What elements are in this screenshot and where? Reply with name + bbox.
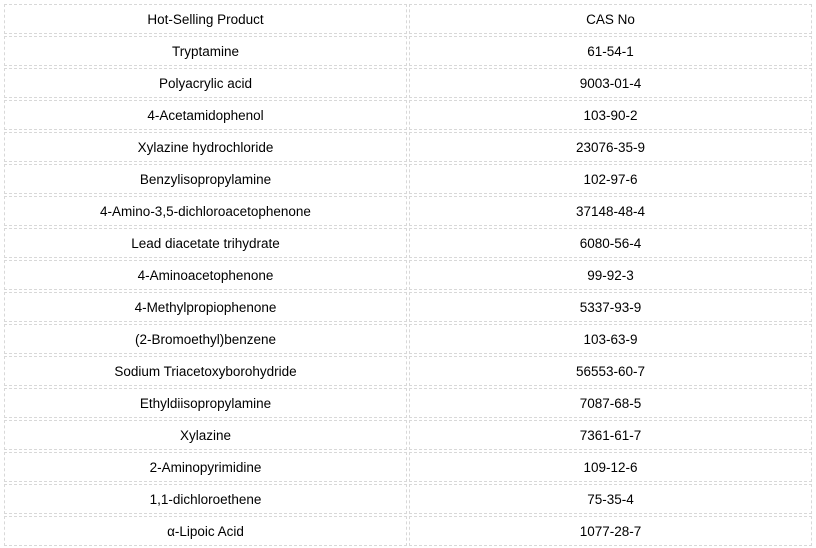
cell-cas: 5337-93-9 <box>409 292 812 322</box>
cell-product: 4-Methylpropiophenone <box>4 292 407 322</box>
cell-cas: 37148-48-4 <box>409 196 812 226</box>
cell-cas: 61-54-1 <box>409 36 812 66</box>
table-row: Tryptamine 61-54-1 <box>4 36 812 66</box>
cell-cas: 103-63-9 <box>409 324 812 354</box>
cell-product: α-Lipoic Acid <box>4 516 407 546</box>
products-table: Hot-Selling Product CAS No Tryptamine 61… <box>2 2 814 548</box>
cell-product: Ethyldiisopropylamine <box>4 388 407 418</box>
column-header-cas: CAS No <box>409 4 812 34</box>
table-row: Lead diacetate trihydrate 6080-56-4 <box>4 228 812 258</box>
cell-cas: 56553-60-7 <box>409 356 812 386</box>
cell-product: Lead diacetate trihydrate <box>4 228 407 258</box>
table-row: Xylazine 7361-61-7 <box>4 420 812 450</box>
table-row: 4-Amino-3,5-dichloroacetophenone 37148-4… <box>4 196 812 226</box>
cell-product: 4-Acetamidophenol <box>4 100 407 130</box>
table-row: 2-Aminopyrimidine 109-12-6 <box>4 452 812 482</box>
table-row: Polyacrylic acid 9003-01-4 <box>4 68 812 98</box>
cell-cas: 103-90-2 <box>409 100 812 130</box>
cell-product: 4-Amino-3,5-dichloroacetophenone <box>4 196 407 226</box>
table-row: α-Lipoic Acid 1077-28-7 <box>4 516 812 546</box>
table-row: (2-Bromoethyl)benzene 103-63-9 <box>4 324 812 354</box>
table-body: Hot-Selling Product CAS No Tryptamine 61… <box>4 4 812 546</box>
cell-cas: 7087-68-5 <box>409 388 812 418</box>
table-row: 4-Methylpropiophenone 5337-93-9 <box>4 292 812 322</box>
table-row: Benzylisopropylamine 102-97-6 <box>4 164 812 194</box>
cell-product: Polyacrylic acid <box>4 68 407 98</box>
cell-product: Xylazine <box>4 420 407 450</box>
cell-product: Tryptamine <box>4 36 407 66</box>
table-row: 4-Acetamidophenol 103-90-2 <box>4 100 812 130</box>
cell-product: 4-Aminoacetophenone <box>4 260 407 290</box>
cell-cas: 1077-28-7 <box>409 516 812 546</box>
cell-cas: 9003-01-4 <box>409 68 812 98</box>
cell-product: 1,1-dichloroethene <box>4 484 407 514</box>
cell-cas: 75-35-4 <box>409 484 812 514</box>
cell-cas: 23076-35-9 <box>409 132 812 162</box>
cell-product: Sodium Triacetoxyborohydride <box>4 356 407 386</box>
table-row: 1,1-dichloroethene 75-35-4 <box>4 484 812 514</box>
table-row: 4-Aminoacetophenone 99-92-3 <box>4 260 812 290</box>
cell-cas: 6080-56-4 <box>409 228 812 258</box>
cell-cas: 99-92-3 <box>409 260 812 290</box>
cell-cas: 109-12-6 <box>409 452 812 482</box>
cell-product: 2-Aminopyrimidine <box>4 452 407 482</box>
column-header-product: Hot-Selling Product <box>4 4 407 34</box>
table-row: Sodium Triacetoxyborohydride 56553-60-7 <box>4 356 812 386</box>
cell-product: Benzylisopropylamine <box>4 164 407 194</box>
table-row: Xylazine hydrochloride 23076-35-9 <box>4 132 812 162</box>
cell-product: Xylazine hydrochloride <box>4 132 407 162</box>
table-header-row: Hot-Selling Product CAS No <box>4 4 812 34</box>
cell-product: (2-Bromoethyl)benzene <box>4 324 407 354</box>
cell-cas: 7361-61-7 <box>409 420 812 450</box>
cell-cas: 102-97-6 <box>409 164 812 194</box>
table-row: Ethyldiisopropylamine 7087-68-5 <box>4 388 812 418</box>
